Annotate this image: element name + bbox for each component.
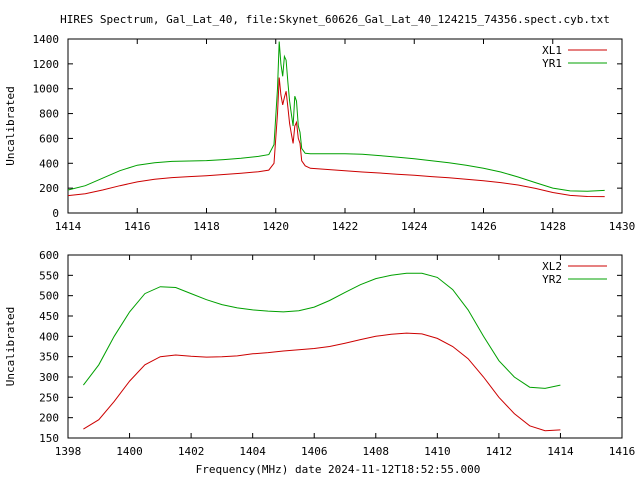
panel2-legend-label-yr2: YR2 [542, 273, 562, 286]
panel2-y-tick-label: 500 [39, 290, 59, 303]
panel2-y-tick-label: 550 [39, 269, 59, 282]
panel1-y-tick-label: 1400 [33, 33, 60, 46]
panel1-y-tick-label: 200 [39, 182, 59, 195]
panel2-x-tick-label: 1410 [424, 445, 451, 458]
panel2-x-tick-label: 1404 [239, 445, 266, 458]
panel1-x-tick-label: 1428 [540, 220, 567, 233]
panel1-y-tick-label: 1200 [33, 58, 60, 71]
chart-title: HIRES Spectrum, Gal_Lat_40, file:Skynet_… [60, 13, 610, 26]
panel2-x-tick-label: 1412 [486, 445, 513, 458]
panel1-y-axis-label: Uncalibrated [4, 86, 17, 165]
panel1-x-tick-label: 1422 [332, 220, 359, 233]
panel1-y-tick-label: 1000 [33, 83, 60, 96]
panel1-y-tick-label: 0 [52, 207, 59, 220]
panel2-y-tick-label: 150 [39, 432, 59, 445]
panel2-y-tick-label: 300 [39, 371, 59, 384]
panel1-series-xl1-line [67, 77, 605, 198]
panel1-legend-label-yr1: YR1 [542, 57, 562, 70]
panel2-y-tick-label: 400 [39, 330, 59, 343]
panel2-y-tick-label: 200 [39, 412, 59, 425]
panel1-y-tick-label: 400 [39, 157, 59, 170]
panel2-x-tick-label: 1414 [547, 445, 574, 458]
panel1-x-tick-label: 1430 [609, 220, 636, 233]
panel1-x-tick-label: 1416 [124, 220, 151, 233]
panel2-y-tick-label: 600 [39, 249, 59, 262]
panel1-legend-label-xl1: XL1 [542, 44, 562, 57]
panel1-x-tick-label: 1424 [401, 220, 428, 233]
panel1-x-tick-label: 1418 [193, 220, 220, 233]
panel2-y-axis-label: Uncalibrated [4, 307, 17, 386]
panel1-y-tick-label: 600 [39, 132, 59, 145]
panel2-series-yr2-line [83, 272, 561, 389]
panel2-x-tick-label: 1406 [301, 445, 328, 458]
panel2-x-tick-label: 1402 [178, 445, 205, 458]
panel2-y-tick-label: 250 [39, 391, 59, 404]
x-axis-label: Frequency(MHz) date 2024-11-12T18:52:55.… [196, 463, 481, 476]
panel2-x-tick-label: 1398 [55, 445, 82, 458]
panel2-x-tick-label: 1408 [363, 445, 390, 458]
panel1-series-yr1-line [67, 41, 605, 192]
panel2-x-tick-label: 1400 [116, 445, 143, 458]
panel2-plot-frame [67, 254, 623, 439]
panel2-legend-label-xl2: XL2 [542, 260, 562, 273]
panel2-y-tick-label: 350 [39, 351, 59, 364]
panel1-x-tick-label: 1426 [470, 220, 497, 233]
panel1-y-tick-label: 800 [39, 108, 59, 121]
panel1-x-tick-label: 1414 [55, 220, 82, 233]
panel2-y-tick-label: 450 [39, 310, 59, 323]
panel2-x-tick-label: 1416 [609, 445, 636, 458]
panel1-x-tick-label: 1420 [263, 220, 290, 233]
panel2-series-xl2-line [83, 332, 561, 432]
